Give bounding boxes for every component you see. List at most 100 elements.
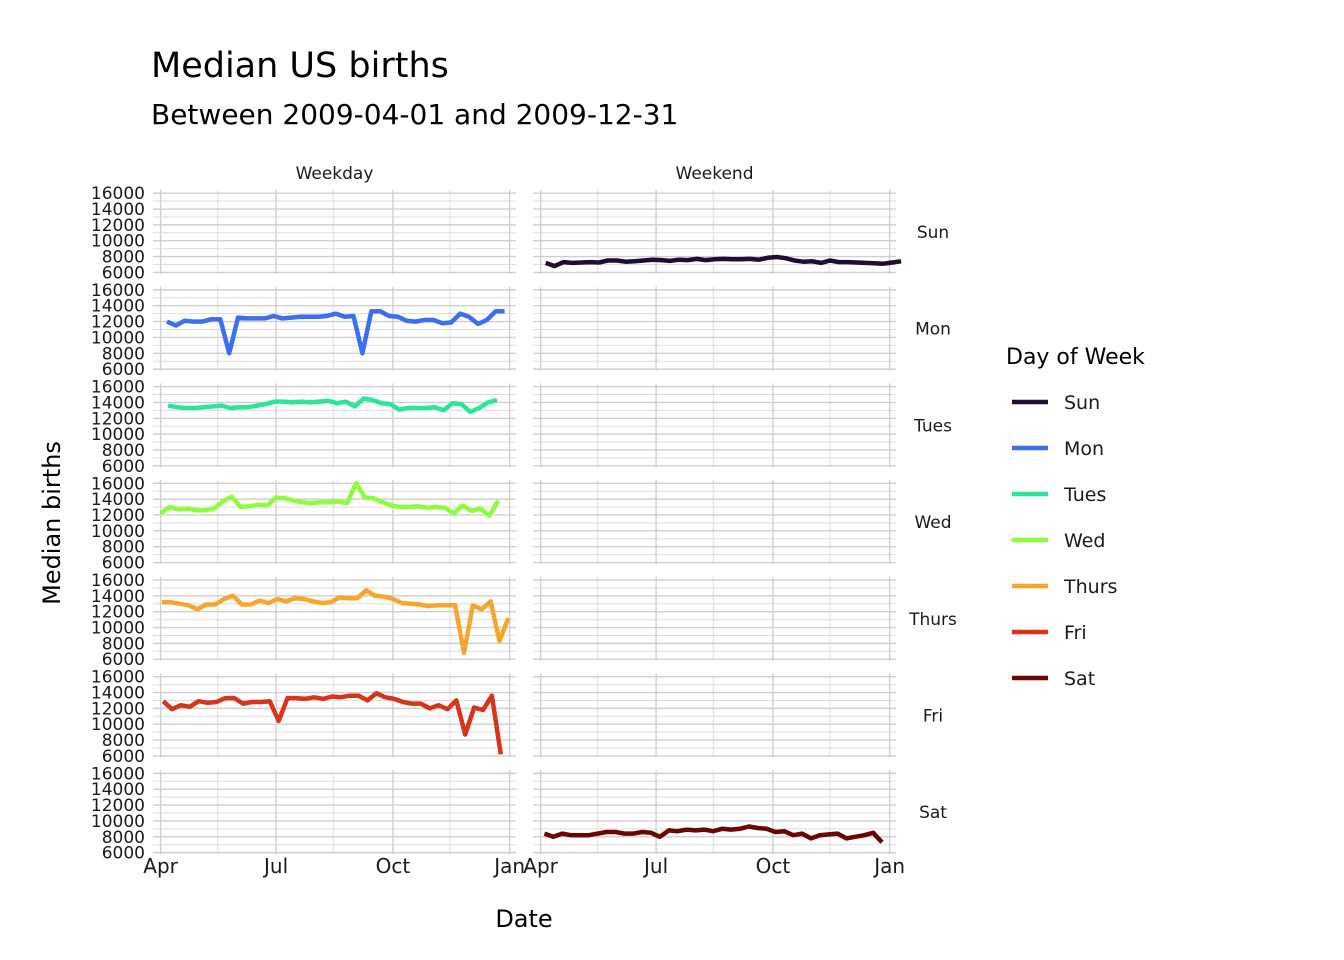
x-tick-label: Jan [492, 854, 525, 878]
y-tick-label: 16000 [91, 281, 145, 301]
panel-tues-weekend [533, 383, 896, 468]
y-tick-label: 10000 [91, 812, 145, 832]
x-tick-label: Apr [143, 854, 178, 878]
legend-label-wed: Wed [1064, 530, 1105, 552]
panel-tues-weekday [153, 383, 516, 468]
y-tick-label: 8000 [102, 538, 145, 558]
y-tick-label: 12000 [91, 409, 145, 429]
legend-label-sun: Sun [1064, 392, 1100, 414]
facet-panels [153, 190, 902, 855]
y-tick-label: 6000 [102, 554, 145, 574]
panel-sat-weekday [153, 770, 516, 855]
facet-label-wed: Wed [914, 513, 951, 533]
legend-label-thurs: Thurs [1063, 576, 1117, 598]
facet-label-weekend: Weekend [676, 164, 754, 184]
y-tick-label: 10000 [91, 328, 145, 348]
legend-title: Day of Week [1006, 345, 1145, 370]
legend-item-thurs: Thurs [1012, 576, 1117, 598]
y-tick-label: 8000 [102, 344, 145, 364]
facet-label-sun: Sun [917, 223, 949, 243]
y-tick-label: 6000 [102, 650, 145, 670]
panel-sun-weekday [153, 190, 516, 274]
axes: 6000800010000120001400016000600080001000… [91, 184, 905, 878]
legend-label-sat: Sat [1064, 668, 1095, 690]
series-line-thurs [161, 588, 511, 656]
series-wed [159, 481, 501, 519]
y-tick-label: 12000 [91, 216, 145, 236]
y-tick-label: 8000 [102, 441, 145, 461]
y-tick-label: 16000 [91, 764, 145, 784]
x-tick-label: Oct [756, 854, 791, 878]
y-tick-label: 16000 [91, 668, 145, 688]
series-line-tues [167, 396, 498, 415]
panel-fri-weekend [533, 673, 896, 758]
facet-label-sat: Sat [919, 803, 947, 823]
facet-label-thurs: Thurs [908, 610, 957, 630]
panel-wed-weekday [153, 480, 516, 565]
panel-mon-weekday [153, 286, 516, 371]
legend: Day of Week Sun Mon Tues Wed Thurs Fri Sat [1006, 345, 1145, 690]
y-tick-label: 10000 [91, 619, 145, 639]
y-tick-label: 14000 [91, 297, 145, 317]
y-tick-label: 16000 [91, 378, 145, 398]
y-tick-label: 6000 [102, 747, 145, 767]
x-tick-label: Apr [523, 854, 558, 878]
x-tick-label: Jan [872, 854, 905, 878]
y-tick-label: 14000 [91, 393, 145, 413]
facet-label-weekday: Weekday [296, 164, 374, 184]
y-tick-label: 14000 [91, 684, 145, 704]
y-tick-label: 6000 [102, 263, 145, 283]
legend-item-fri: Fri [1012, 622, 1087, 644]
chart-subtitle: Between 2009-04-01 and 2009-12-31 [151, 98, 678, 131]
series-thurs [161, 588, 511, 656]
x-axis-title: Date [495, 905, 552, 933]
y-tick-label: 6000 [102, 360, 145, 380]
facet-row-strips: Sun Mon Tues Wed Thurs Fri Sat [908, 223, 957, 823]
legend-label-mon: Mon [1064, 438, 1104, 460]
legend-item-wed: Wed [1012, 530, 1105, 552]
y-tick-label: 10000 [91, 715, 145, 735]
legend-item-tues: Tues [1012, 484, 1106, 506]
panel-wed-weekend [533, 480, 896, 565]
y-tick-label: 16000 [91, 474, 145, 494]
legend-item-sun: Sun [1012, 392, 1100, 414]
x-tick-label: Jul [642, 854, 668, 878]
y-tick-label: 8000 [102, 828, 145, 848]
y-tick-label: 6000 [102, 844, 145, 864]
legend-label-fri: Fri [1064, 622, 1087, 644]
y-tick-label: 10000 [91, 232, 145, 252]
y-tick-label: 14000 [91, 587, 145, 607]
y-tick-label: 12000 [91, 506, 145, 526]
y-tick-label: 12000 [91, 796, 145, 816]
y-tick-label: 10000 [91, 425, 145, 445]
y-tick-label: 16000 [91, 184, 145, 204]
facet-label-mon: Mon [915, 320, 951, 340]
y-tick-label: 14000 [91, 200, 145, 220]
legend-label-tues: Tues [1063, 484, 1106, 506]
y-tick-label: 10000 [91, 522, 145, 542]
y-tick-label: 8000 [102, 731, 145, 751]
panel-sat-weekend [533, 770, 896, 855]
series-sat [543, 824, 884, 844]
x-tick-label: Jul [262, 854, 288, 878]
panel-mon-weekend [533, 286, 896, 371]
y-tick-label: 14000 [91, 490, 145, 510]
facet-label-tues: Tues [913, 416, 952, 436]
series-mon [166, 309, 505, 356]
panel-thurs-weekend [533, 576, 896, 661]
y-tick-label: 8000 [102, 248, 145, 268]
y-tick-label: 12000 [91, 603, 145, 623]
y-tick-label: 12000 [91, 313, 145, 333]
facet-label-fri: Fri [923, 707, 943, 727]
panel-fri-weekday [153, 673, 516, 758]
y-tick-label: 12000 [91, 699, 145, 719]
series-sun [544, 254, 902, 269]
y-tick-label: 8000 [102, 634, 145, 654]
series-tues [167, 396, 498, 415]
chart-title: Median US births [151, 46, 449, 86]
legend-item-sat: Sat [1012, 668, 1095, 690]
series-fri [161, 691, 504, 755]
facet-column-strips: Weekday Weekend [296, 164, 754, 184]
legend-item-mon: Mon [1012, 438, 1104, 460]
